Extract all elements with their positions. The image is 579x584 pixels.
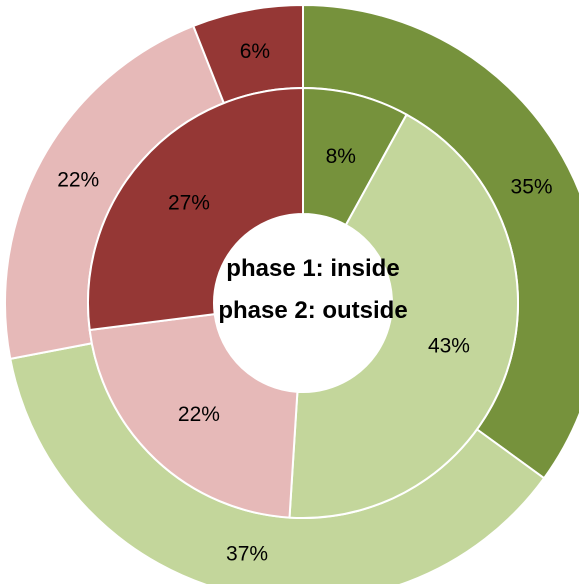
outer-ring-label-1: 37% (226, 542, 268, 565)
inner-ring-label-2: 22% (178, 403, 220, 426)
center-title-line-2: phase 2: outside (218, 297, 407, 324)
label-layer: 35% 37% 22% 6% 8% 43% 22% 27% (57, 40, 552, 565)
outer-ring-label-3: 6% (240, 40, 270, 63)
outer-ring-label-0: 35% (511, 176, 553, 199)
inner-ring-label-3: 27% (168, 191, 210, 214)
inner-ring-slice-2 (88, 313, 299, 519)
center-title-line-1: phase 1: inside (226, 255, 399, 282)
inner-ring-label-1: 43% (428, 334, 470, 357)
inner-ring-slice-1 (288, 113, 520, 519)
slice-layer (4, 3, 579, 584)
inner-ring-label-0: 8% (326, 145, 356, 168)
outer-ring-label-2: 22% (57, 168, 99, 191)
inner-ring-slice-3 (87, 86, 304, 332)
